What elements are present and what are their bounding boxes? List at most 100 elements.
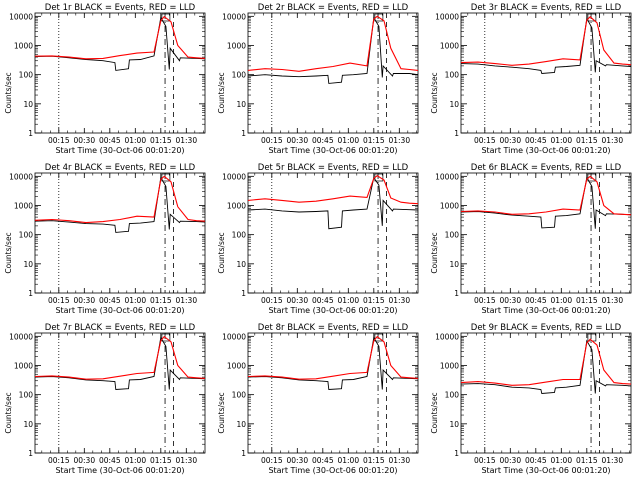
y-tick-label: 10000 [222, 332, 246, 341]
x-tick-label: 01:00 [337, 136, 359, 145]
y-tick-label: 10 [23, 100, 33, 109]
x-axis-label: Start Time (30-Oct-06 00:01:20) [481, 146, 610, 155]
peak-marker [374, 333, 384, 342]
x-tick-label: 01:00 [337, 296, 359, 305]
lld-line [34, 175, 206, 224]
plot-frame [247, 12, 419, 134]
y-tick-label: 1000 [227, 361, 246, 370]
peak-marker [374, 173, 384, 182]
peak-marker [374, 13, 384, 22]
x-tick-label: 00:15 [48, 296, 70, 305]
plot-title: Det 1r BLACK = Events, RED = LLD [45, 3, 196, 13]
x-tick-label: 00:30 [499, 136, 521, 145]
x-axis-label: Start Time (30-Oct-06 00:01:20) [55, 146, 184, 155]
y-axis-label: Counts/sec [4, 232, 13, 273]
x-tick-label: 01:00 [550, 136, 572, 145]
y-tick-label: 1 [241, 449, 246, 458]
y-tick-label: 1000 [440, 201, 459, 210]
y-tick-label: 10000 [435, 172, 459, 181]
x-tick-label: 00:30 [286, 136, 308, 145]
y-tick-label: 100 [445, 231, 460, 240]
lld-line [247, 175, 419, 205]
lld-line [460, 175, 632, 216]
x-tick-label: 01:00 [337, 456, 359, 465]
x-tick-label: 01:15 [150, 136, 172, 145]
y-tick-label: 100 [19, 71, 34, 80]
events-line [34, 16, 206, 71]
plot-frame [460, 332, 632, 454]
plot-frame [247, 332, 419, 454]
x-tick-label: 01:15 [150, 456, 172, 465]
y-tick-label: 1000 [227, 41, 246, 50]
plot-title: Det 7r BLACK = Events, RED = LLD [45, 323, 196, 333]
y-tick-label: 1000 [227, 201, 246, 210]
x-tick-label: 01:30 [175, 136, 197, 145]
x-tick-label: 01:15 [363, 456, 385, 465]
x-tick-label: 00:30 [499, 456, 521, 465]
x-tick-label: 00:45 [312, 456, 334, 465]
events-line [247, 176, 419, 230]
plot-title: Det 6r BLACK = Events, RED = LLD [471, 163, 622, 173]
events-line [247, 16, 419, 84]
x-tick-label: 01:30 [601, 456, 623, 465]
detector-plot-3: Det 3r BLACK = Events, RED = LLD 1 10 100 10… [430, 3, 632, 155]
y-tick-label: 100 [232, 231, 247, 240]
y-tick-label: 10 [449, 100, 459, 109]
y-axis-label: Counts/sec [4, 392, 13, 433]
x-tick-label: 01:30 [388, 456, 410, 465]
y-tick-label: 1000 [14, 201, 33, 210]
y-tick-label: 1000 [440, 361, 459, 370]
y-tick-label: 10000 [435, 12, 459, 21]
y-axis-label: Counts/sec [217, 72, 226, 113]
x-tick-label: 01:15 [363, 296, 385, 305]
events-line [460, 339, 632, 394]
x-tick-label: 01:15 [576, 456, 598, 465]
y-tick-label: 1 [28, 289, 33, 298]
plot-frame [34, 332, 206, 454]
x-tick-label: 00:15 [261, 296, 283, 305]
detector-plot-6: Det 6r BLACK = Events, RED = LLD 1 10 100 10… [430, 163, 632, 315]
y-tick-label: 10000 [222, 172, 246, 181]
x-tick-label: 00:45 [312, 296, 334, 305]
y-tick-label: 1 [28, 129, 33, 138]
plot-frame [34, 12, 206, 134]
peak-marker [161, 333, 171, 342]
x-tick-label: 00:15 [474, 456, 496, 465]
y-tick-label: 1 [241, 289, 246, 298]
detector-plot-4: Det 4r BLACK = Events, RED = LLD 1 10 100 10… [4, 163, 206, 315]
x-tick-label: 00:45 [99, 296, 121, 305]
events-line [460, 176, 632, 229]
x-tick-label: 01:30 [175, 296, 197, 305]
lld-line [460, 338, 632, 386]
events-line [34, 336, 206, 390]
y-tick-label: 10000 [9, 332, 33, 341]
x-tick-label: 00:45 [312, 136, 334, 145]
y-tick-label: 10 [449, 420, 459, 429]
plot-title: Det 4r BLACK = Events, RED = LLD [45, 163, 196, 173]
y-tick-label: 1 [454, 129, 459, 138]
x-tick-label: 00:15 [474, 296, 496, 305]
x-tick-label: 01:15 [576, 136, 598, 145]
x-tick-label: 00:15 [474, 136, 496, 145]
lld-line [247, 15, 419, 72]
y-tick-label: 1000 [14, 361, 33, 370]
x-axis-label: Start Time (30-Oct-06 00:01:20) [268, 146, 397, 155]
events-line [460, 16, 632, 74]
y-tick-label: 1000 [14, 41, 33, 50]
y-tick-label: 100 [232, 71, 247, 80]
detector-plot-1: Det 1r BLACK = Events, RED = LLD 1 10 100 10… [4, 3, 206, 155]
x-tick-label: 00:30 [286, 296, 308, 305]
x-tick-label: 01:00 [550, 456, 572, 465]
x-tick-label: 01:15 [150, 296, 172, 305]
y-tick-label: 10 [236, 420, 246, 429]
x-tick-label: 01:00 [124, 456, 146, 465]
y-tick-label: 1000 [440, 41, 459, 50]
lld-line [247, 335, 419, 380]
x-axis-label: Start Time (30-Oct-06 00:01:20) [268, 466, 397, 475]
x-tick-label: 01:30 [601, 136, 623, 145]
y-tick-label: 10 [236, 260, 246, 269]
x-axis-label: Start Time (30-Oct-06 00:01:20) [481, 306, 610, 315]
lld-line [34, 335, 206, 380]
peak-marker [161, 173, 171, 182]
